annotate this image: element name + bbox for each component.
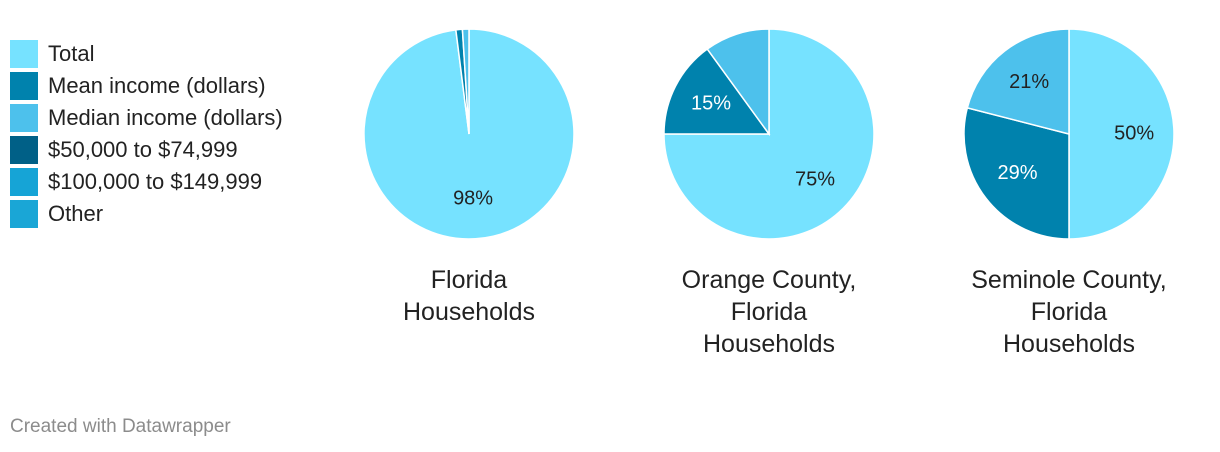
pie-title-line: Florida (430, 266, 508, 294)
pie-chart-orange-county: 75% 15% Orange County, Florida Households (619, 28, 919, 360)
pie-slice[interactable] (663, 48, 771, 135)
pie-chart-florida: 98% Florida Households (319, 28, 619, 328)
legend-label: Median income (dollars) (48, 105, 283, 130)
pie-title-line: Florida (730, 298, 808, 326)
pie-slice[interactable] (966, 28, 1070, 135)
legend-swatch (10, 136, 38, 164)
pie-svg-seminole-county: 50% 29% 21% (963, 28, 1175, 240)
pie-slice[interactable] (1068, 28, 1175, 240)
slice-label: 21% (1009, 71, 1049, 93)
legend-label: Total (48, 41, 95, 66)
pie-title-line: Florida (1030, 298, 1108, 326)
legend-label: Other (48, 201, 104, 226)
legend-label: $50,000 to $74,999 (48, 137, 238, 162)
pie-title-line: Orange County, (681, 266, 857, 294)
legend-item: $100,000 to $149,999 (10, 166, 283, 198)
pie-title-florida: Florida Households (319, 264, 619, 328)
slice-label: 15% (691, 93, 731, 115)
slice-label: 50% (1114, 122, 1154, 144)
legend-label: Mean income (dollars) (48, 73, 266, 98)
legend-item: $50,000 to $74,999 (10, 134, 283, 166)
pie-title-line: Households (702, 330, 836, 358)
pie-chart-seminole-county: 50% 29% 21% Seminole County, Florida Househo… (919, 28, 1219, 360)
legend-item: Median income (dollars) (10, 102, 283, 134)
legend: Total Mean income (dollars) Median income … (10, 38, 283, 230)
slice-label: 29% (998, 162, 1038, 184)
pie-slice[interactable] (461, 28, 470, 135)
legend-swatch (10, 104, 38, 132)
pie-title-line: Seminole County, (971, 266, 1167, 294)
pie-title-orange-county: Orange County, Florida Households (619, 264, 919, 360)
pie-slice[interactable] (663, 28, 875, 240)
slice-label: 98% (453, 187, 493, 209)
pie-title-line: Households (402, 298, 536, 326)
legend-swatch (10, 72, 38, 100)
legend-swatch (10, 168, 38, 196)
pie-svg-orange-county: 75% 15% (663, 28, 875, 240)
pie-svg-florida: 98% (363, 28, 575, 240)
pie-title-line: Households (1002, 330, 1136, 358)
legend-swatch (10, 40, 38, 68)
legend-item: Other (10, 198, 283, 230)
pie-slice[interactable] (706, 28, 770, 137)
legend-swatch (10, 200, 38, 228)
slice-label: 75% (795, 168, 835, 190)
pie-title-seminole-county: Seminole County, Florida Households (919, 264, 1219, 360)
footer-credit[interactable]: Created with Datawrapper (10, 416, 231, 437)
legend-item: Mean income (dollars) (10, 70, 283, 102)
pie-slice[interactable] (963, 106, 1070, 240)
legend-item: Total (10, 38, 283, 70)
legend-label: $100,000 to $149,999 (48, 169, 263, 194)
